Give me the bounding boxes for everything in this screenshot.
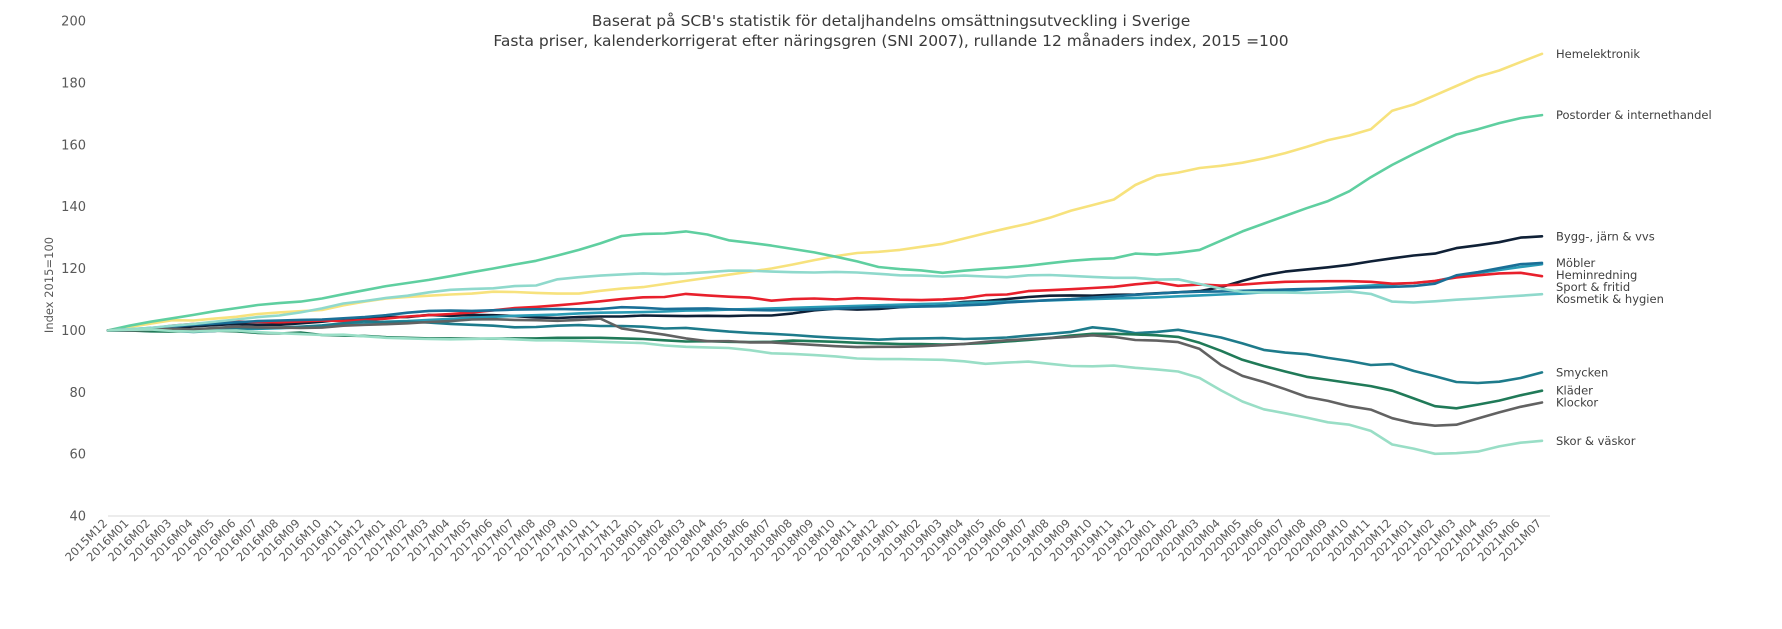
series-line-skor-v-skor [106, 328, 1544, 456]
series-line-kl-der [106, 329, 1544, 410]
y-tick-label: 40 [69, 510, 86, 525]
series-label: Postorder & internethandel [1556, 108, 1712, 122]
chart-subtitle: Fasta priser, kalenderkorrigerat efter n… [493, 32, 1288, 50]
y-tick-label: 80 [69, 386, 86, 401]
series-line-smycken [106, 320, 1544, 385]
series-label: Sport & fritid [1556, 280, 1630, 294]
series-label: Kläder [1556, 384, 1593, 398]
series-label: Smycken [1556, 365, 1608, 379]
series-label: Bygg-, järn & vvs [1556, 229, 1655, 243]
series-line-klockor [106, 317, 1544, 428]
series-line-hemelektronik [106, 52, 1544, 332]
y-tick-label: 60 [69, 448, 86, 463]
series-label: Heminredning [1556, 268, 1637, 282]
series-line-postorder-internethandel [106, 113, 1544, 332]
series-line-sport-fritid [106, 271, 1544, 332]
y-axis-label: Index 2015=100 [42, 237, 56, 333]
chart-title: Baserat på SCB's statistik för detaljhan… [592, 12, 1191, 30]
y-axis-ticks: 40 60 80 100 120 140 160 180 200 [61, 15, 86, 525]
x-axis-ticks: 2015M122016M012016M022016M032016M042016M… [62, 516, 1544, 564]
y-tick-label: 140 [61, 200, 86, 215]
series-label: Hemelektronik [1556, 47, 1640, 61]
series-line-bygg-j-rn-vvs [106, 235, 1544, 333]
series-label: Skor & väskor [1556, 434, 1636, 448]
series-label: Klockor [1556, 396, 1598, 410]
series-line-kosmetik-hygien [106, 269, 1544, 332]
series-label: Kosmetik & hygien [1556, 292, 1664, 306]
y-tick-label: 160 [61, 138, 86, 153]
series-label: Möbler [1556, 256, 1596, 270]
y-tick-label: 200 [61, 15, 86, 30]
series-line-m-bler [106, 261, 1544, 332]
series-labels: Hemelektronik Postorder & internethandel B… [1556, 47, 1712, 448]
y-tick-label: 100 [61, 324, 86, 339]
series-lines [106, 52, 1544, 456]
y-tick-label: 180 [61, 76, 86, 91]
y-tick-label: 120 [61, 262, 86, 277]
